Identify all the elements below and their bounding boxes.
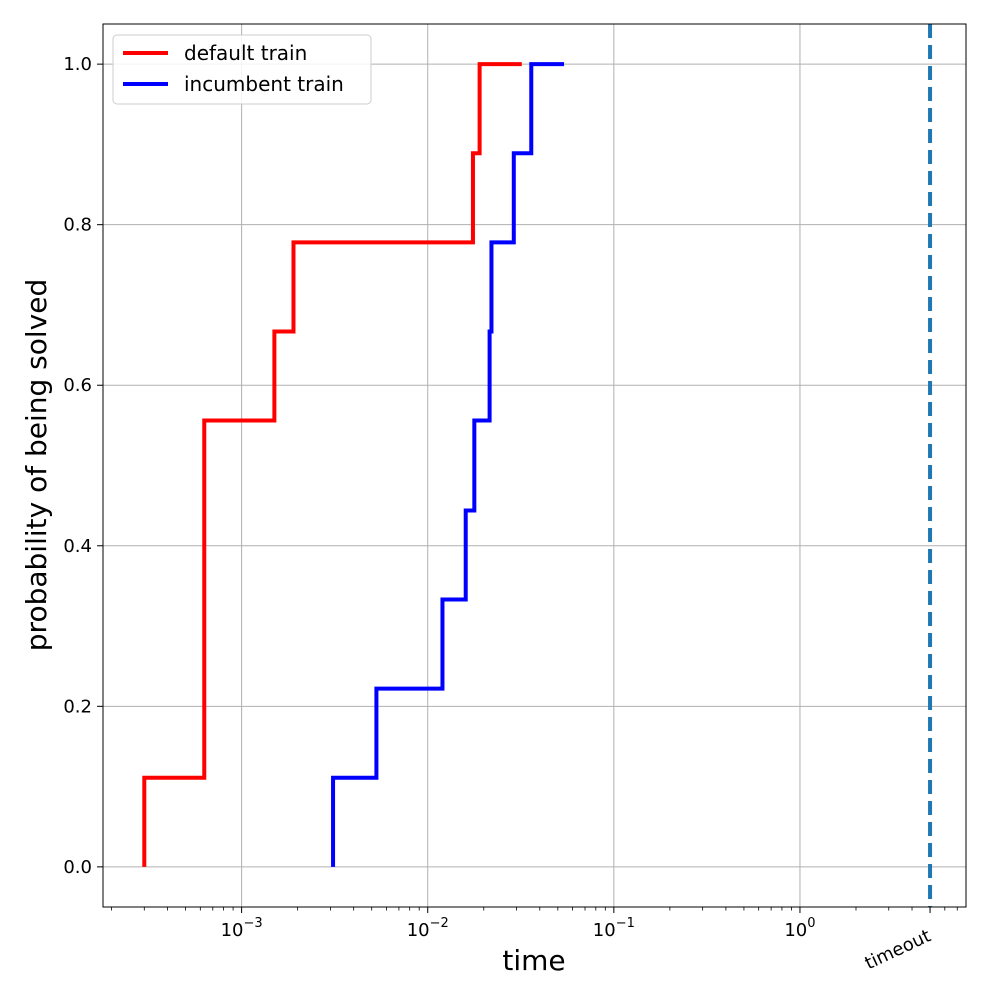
x-tick-exponent: −2 — [430, 916, 449, 931]
series-layer — [142, 62, 565, 867]
x-tick-exponent: −3 — [243, 916, 262, 931]
legend-label: default train — [184, 41, 307, 65]
y-tick-label: 0.0 — [63, 857, 92, 878]
legend-label: incumbent train — [184, 72, 344, 96]
x-tick-label: 10−2 — [407, 916, 449, 941]
x-tick-label: 100 — [784, 916, 815, 941]
x-tick-exponent: 0 — [807, 916, 815, 931]
y-tick-label: 1.0 — [63, 54, 92, 75]
legend-box — [112, 34, 372, 105]
y-tick-label: 0.2 — [63, 696, 92, 717]
x-tick-label: 10−1 — [593, 916, 635, 941]
y-tick-label: 0.8 — [63, 215, 92, 236]
y-axis-label: probability of being solved — [20, 279, 53, 651]
x-tick-exponent: −1 — [616, 916, 635, 931]
y-tick-label: 0.4 — [63, 536, 92, 557]
y-tick-label: 0.6 — [63, 375, 92, 396]
series-line-default-train — [142, 62, 522, 867]
x-tick-base: 10 — [407, 920, 430, 941]
x-tick-base: 10 — [593, 920, 616, 941]
x-axis-label: time — [502, 944, 565, 977]
plot-frame — [102, 23, 967, 908]
legend: default train incumbent train — [112, 34, 372, 105]
series-line-incumbent-train — [331, 62, 565, 867]
x-tick-base: 10 — [784, 920, 807, 941]
x-tick-label: 10−3 — [221, 916, 263, 941]
x-tick-base: 10 — [221, 920, 244, 941]
